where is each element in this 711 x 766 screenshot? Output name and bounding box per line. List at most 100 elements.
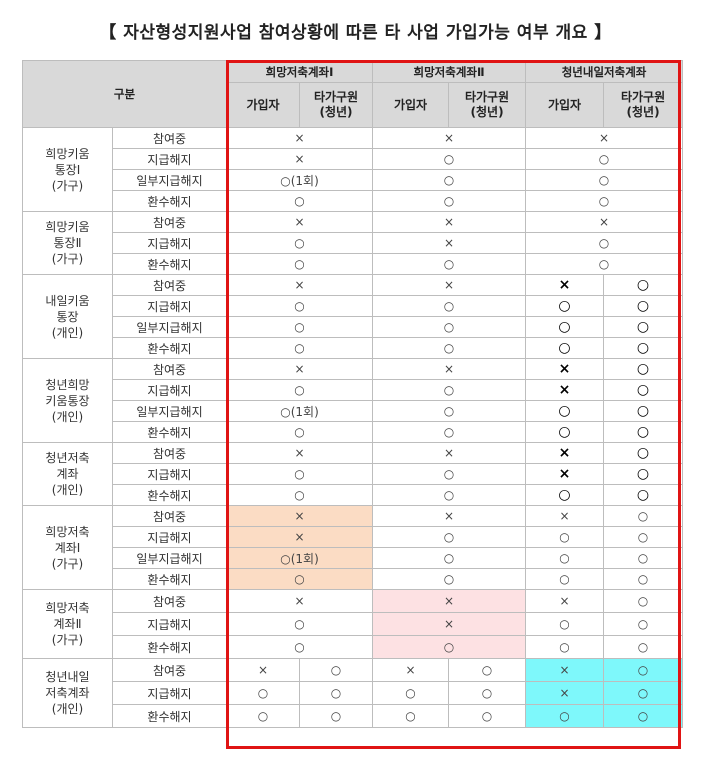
eligibility-cell: ○ [525, 421, 605, 443]
eligibility-cell: ○ [372, 400, 527, 422]
eligibility-cell: ○ [603, 704, 684, 728]
eligibility-cell: ○ [603, 463, 684, 485]
eligibility-cell: ○ [299, 704, 374, 728]
eligibility-cell: ○ [603, 568, 684, 590]
eligibility-cell: × [226, 442, 374, 464]
eligibility-cell: ○(1회) [226, 169, 374, 191]
eligibility-cell: ○ [603, 274, 684, 296]
eligibility-cell: ○ [226, 704, 301, 728]
eligibility-cell: × [372, 127, 527, 149]
eligibility-cell: × [372, 211, 527, 233]
eligibility-cell: × [525, 442, 605, 464]
header-subscriber: 가입자 [525, 82, 605, 128]
eligibility-cell: ○ [372, 463, 527, 485]
eligibility-cell: ○ [603, 358, 684, 380]
eligibility-cell: ○ [226, 337, 374, 359]
group-label: 청년희망 키움통장 (개인) [22, 358, 113, 443]
eligibility-cell: ○ [372, 568, 527, 590]
eligibility-cell: ○ [525, 547, 605, 569]
table-row: 희망키움 통장Ⅱ (가구) 참여중 × × × [22, 211, 684, 275]
eligibility-cell: ○ [525, 568, 605, 590]
eligibility-cell: ○ [525, 612, 605, 636]
status-label: 일부지급해지 [111, 316, 228, 338]
table-row: 환수해지 ○ ○ ○ ○ [23, 568, 684, 590]
table-row: 청년저축 계좌 (개인) 참여중 × × × ○ [22, 442, 684, 506]
eligibility-cell: ○(1회) [226, 547, 374, 569]
table-row: 희망저축 계좌Ⅰ (가구) 참여중 × × × ○ [22, 505, 684, 590]
header-hope-savings-1: 희망저축계좌Ⅰ [226, 60, 374, 83]
eligibility-cell: ○ [226, 316, 374, 338]
status-label: 참여중 [111, 211, 228, 233]
eligibility-cell: × [372, 589, 527, 613]
group-label: 희망저축 계좌Ⅱ (가구) [22, 589, 113, 659]
eligibility-cell: ○ [603, 484, 684, 506]
table-row: 지급해지 ○ × ○ ○ [23, 612, 684, 636]
eligibility-cell: ○ [603, 400, 684, 422]
status-label: 지급해지 [111, 148, 228, 170]
table-row: 일부지급해지 ○(1회) ○ ○ ○ [23, 400, 684, 422]
eligibility-cell: ○ [372, 547, 527, 569]
header-gubun: 구분 [21, 60, 228, 128]
eligibility-cell: ○ [603, 547, 684, 569]
eligibility-cell: × [372, 505, 527, 527]
eligibility-cell: × [525, 379, 605, 401]
eligibility-cell: ○ [372, 169, 527, 191]
table-row: 환수해지 ○ ○ ○ ○ [23, 635, 684, 659]
eligibility-cell: ○ [372, 379, 527, 401]
status-label: 참여중 [111, 505, 228, 527]
table-row: 환수해지 ○ ○ ○ ○ [23, 484, 684, 506]
status-label: 환수해지 [111, 484, 228, 506]
header-subscriber: 가입자 [372, 82, 450, 128]
eligibility-table: 구분 희망저축계좌Ⅰ 희망저축계좌Ⅱ 청년내일저축계좌 가입자 타가구원 (청년) 가… [21, 60, 684, 728]
eligibility-cell: ○ [603, 295, 684, 317]
eligibility-cell: ○ [525, 295, 605, 317]
eligibility-cell: ○ [525, 169, 684, 191]
table-row: 환수해지 ○ ○ ○ ○ [23, 421, 684, 443]
eligibility-cell: ○ [448, 704, 527, 728]
eligibility-cell: × [226, 211, 374, 233]
eligibility-cell: ○ [226, 635, 374, 659]
eligibility-cell: ○ [226, 379, 374, 401]
eligibility-cell: × [226, 274, 374, 296]
eligibility-cell: ○ [603, 589, 684, 613]
group-label: 내일키움 통장 (개인) [22, 274, 113, 359]
page-title: 【 자산형성지원사업 참여상황에 따른 타 사업 가입가능 여부 개요 】 [99, 23, 612, 43]
eligibility-cell: × [226, 148, 374, 170]
table-row: 지급해지 ○ × ○ [23, 232, 684, 254]
eligibility-cell: ○ [448, 681, 527, 705]
eligibility-cell: ○ [372, 190, 527, 212]
eligibility-cell: × [525, 658, 605, 682]
eligibility-cell: ○ [603, 316, 684, 338]
eligibility-cell: ○ [525, 253, 684, 275]
eligibility-cell: × [372, 274, 527, 296]
eligibility-cell: ○ [226, 253, 374, 275]
header-other-member-youth: 타가구원 (청년) [299, 82, 374, 128]
eligibility-cell: ○ [603, 337, 684, 359]
status-label: 환수해지 [111, 421, 228, 443]
status-label: 환수해지 [111, 635, 228, 659]
status-label: 지급해지 [111, 295, 228, 317]
table-row: 내일키움 통장 (개인) 참여중 × × × ○ [22, 274, 684, 359]
status-label: 지급해지 [111, 379, 228, 401]
eligibility-cell: ○ [226, 568, 374, 590]
eligibility-cell: ○ [525, 704, 605, 728]
table-row: 희망저축 계좌Ⅱ (가구) 참여중 × × × ○ [22, 589, 684, 659]
eligibility-cell: ○ [372, 484, 527, 506]
status-label: 환수해지 [111, 190, 228, 212]
header-other-member-youth: 타가구원 (청년) [448, 82, 527, 128]
status-label: 참여중 [111, 658, 228, 682]
eligibility-cell: ○ [525, 232, 684, 254]
eligibility-cell: ○ [372, 316, 527, 338]
eligibility-cell: ○ [603, 526, 684, 548]
eligibility-cell: × [525, 505, 605, 527]
table-row: 청년희망 키움통장 (개인) 참여중 × × × ○ [22, 358, 684, 443]
group-label: 희망키움 통장Ⅱ (가구) [22, 211, 113, 275]
eligibility-cell: ○ [603, 681, 684, 705]
status-label: 환수해지 [111, 568, 228, 590]
table-row: 환수해지 ○ ○ ○ ○ ○ ○ [23, 704, 684, 728]
table-row: 지급해지 ○ ○ ○ ○ [23, 295, 684, 317]
table-row: 지급해지 ○ ○ ○ ○ × ○ [23, 681, 684, 705]
eligibility-cell: ○ [226, 612, 374, 636]
table-row: 일부지급해지 ○(1회) ○ ○ ○ [23, 547, 684, 569]
status-label: 일부지급해지 [111, 400, 228, 422]
